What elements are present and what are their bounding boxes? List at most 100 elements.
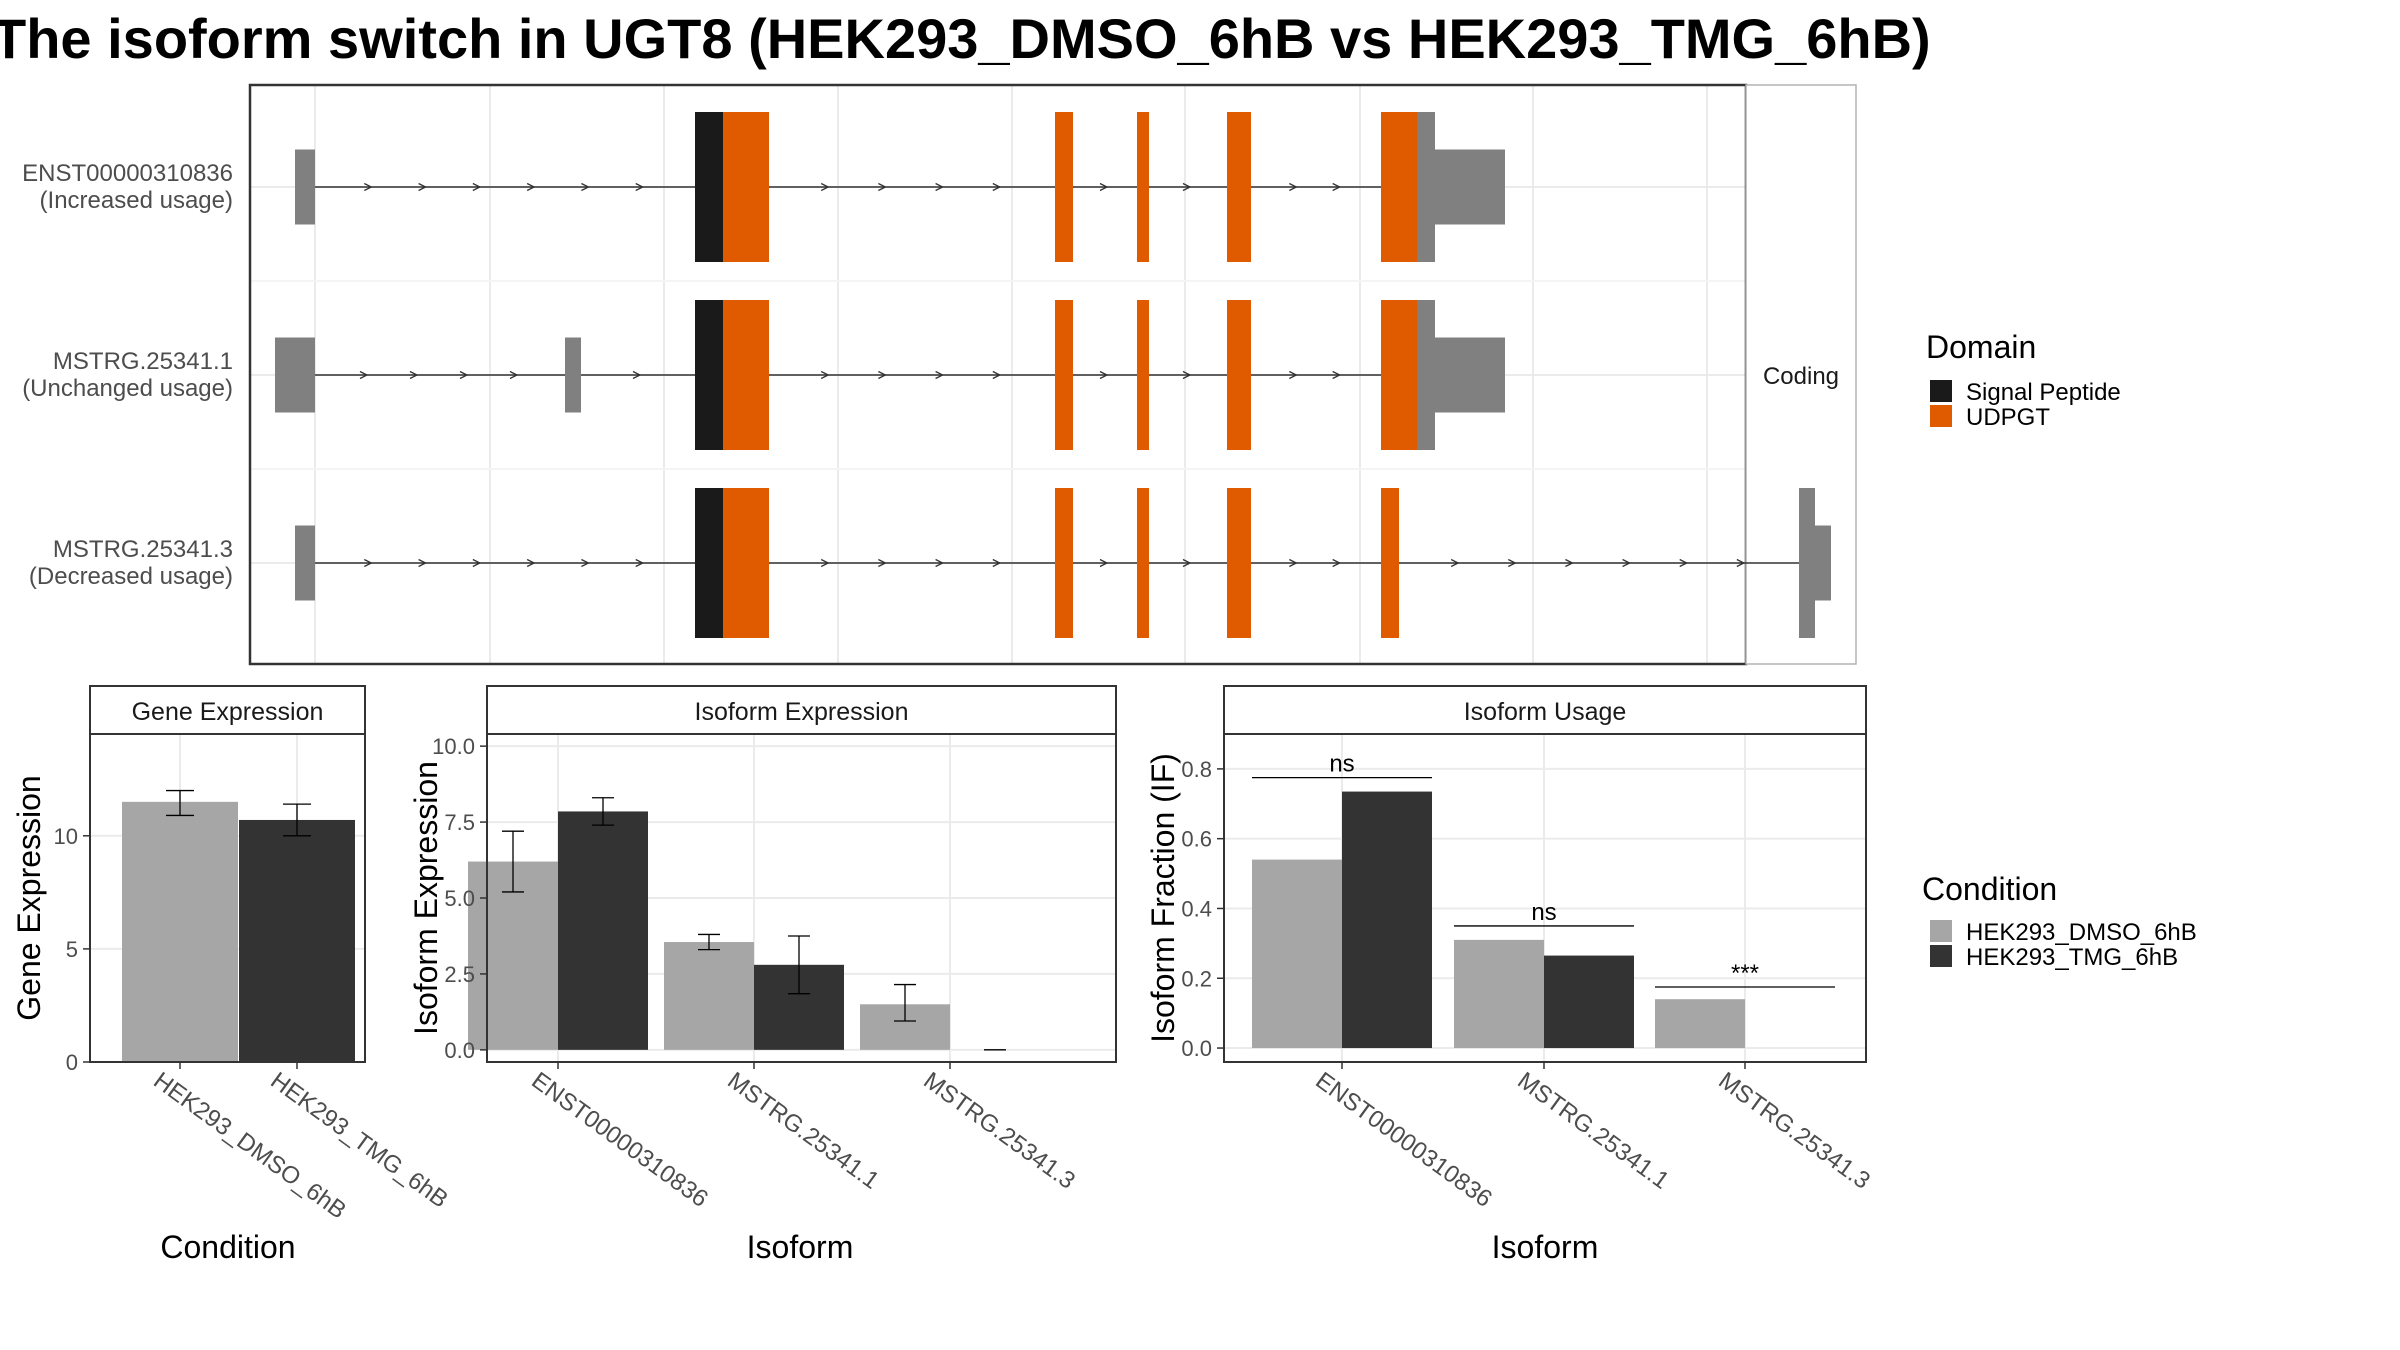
panel-border (89, 733, 366, 1063)
exon-udpgt (1227, 488, 1251, 638)
intron-direction-arrow (363, 558, 373, 568)
x-axis-title: Isoform (747, 1229, 854, 1265)
exon-utr_small (1815, 525, 1831, 601)
domain-legend-label: Signal Peptide (1966, 379, 2121, 406)
condition-legend-swatch (1930, 920, 1952, 942)
y-tick-label: 0 (66, 1050, 78, 1075)
bar-HEK293_TMG_6hB (239, 819, 355, 1062)
intron-direction-arrow (992, 182, 1002, 192)
bar-charts: Gene Expression0510HEK293_DMSO_6hBHEK293… (11, 685, 1875, 1265)
exon-signal_peptide (695, 112, 723, 262)
exon-utr (565, 337, 581, 413)
intron-direction-arrow (635, 182, 645, 192)
y-tick-label: 5.0 (444, 886, 475, 911)
x-tick-label: HEK293_DMSO_6hB (148, 1067, 351, 1225)
intron-direction-arrow (992, 370, 1002, 380)
intron-direction-arrow (526, 558, 536, 568)
y-tick-label: 10.0 (432, 734, 475, 759)
significance-label: *** (1731, 960, 1759, 987)
exon-utr_partial (1417, 300, 1435, 450)
domain-legend-label: UDPGT (1966, 404, 2050, 431)
exon-signal_peptide (695, 300, 723, 450)
intron-direction-arrow (992, 558, 1002, 568)
x-tick-label: ENST00000310836 (1310, 1067, 1496, 1213)
intron-direction-arrow (472, 558, 482, 568)
transcript-name-label: ENST00000310836 (22, 160, 233, 187)
intron-direction-arrow (1289, 182, 1298, 192)
transcript-usage-label: (Unchanged usage) (22, 375, 233, 402)
exon-utr (295, 525, 315, 601)
intron-direction-arrow (1182, 558, 1192, 568)
panel-strip (486, 685, 1117, 735)
bar-HEK293_DMSO_6hB (122, 801, 238, 1062)
transcript-name-label: MSTRG.25341.1 (53, 348, 233, 375)
intron-direction-arrow (635, 558, 645, 568)
bar-HEK293_TMG_6hB (558, 811, 648, 1050)
figure-title: The isoform switch in UGT8 (HEK293_DMSO_… (0, 7, 1931, 70)
intron-direction-arrow (820, 370, 830, 380)
x-tick-label: ENST00000310836 (526, 1067, 712, 1213)
y-tick-label: 0.8 (1181, 757, 1212, 782)
y-tick-label: 2.5 (444, 962, 475, 987)
exon-utr (295, 149, 315, 225)
intron-direction-arrow (581, 558, 590, 568)
intron-direction-arrow (581, 182, 590, 192)
transcript-usage-label: (Increased usage) (40, 187, 233, 214)
intron-direction-arrow (1332, 558, 1342, 568)
exon-utr (1435, 337, 1505, 413)
intron-direction-arrow (1736, 558, 1746, 568)
intron-direction-arrow (820, 558, 830, 568)
intron-direction-arrow (526, 182, 536, 192)
exon-udpgt (723, 112, 769, 262)
intron-direction-arrow (878, 558, 887, 568)
exon-udpgt (1137, 488, 1149, 638)
strip-label-coding: Coding (1763, 363, 1839, 390)
exon-udpgt (1227, 112, 1251, 262)
exon-udpgt (1137, 300, 1149, 450)
x-tick-label: MSTRG.25341.3 (918, 1067, 1080, 1195)
bar-HEK293_DMSO_6hB (1454, 939, 1544, 1049)
intron-direction-arrow (1622, 558, 1632, 568)
intron-direction-arrow (1507, 558, 1517, 568)
intron-direction-arrow (1099, 558, 1109, 568)
x-axis-title: Condition (160, 1229, 295, 1265)
y-tick-label: 0.0 (1181, 1036, 1212, 1061)
intron-direction-arrow (935, 370, 945, 380)
intron-direction-arrow (1099, 182, 1109, 192)
intron-direction-arrow (935, 182, 945, 192)
intron-direction-arrow (1289, 558, 1298, 568)
intron-direction-arrow (418, 182, 428, 192)
y-axis-title: Isoform Fraction (IF) (1145, 753, 1181, 1043)
transcript-structure-panel: Coding ENST00000310836(Increased usage) MS… (22, 83, 1857, 666)
significance-label: ns (1531, 899, 1556, 926)
intron-direction-arrow (509, 370, 519, 380)
intron-direction-arrow (1565, 558, 1574, 568)
intron-direction-arrow (359, 370, 369, 380)
exon-udpgt (1055, 112, 1073, 262)
condition-legend-label: HEK293_DMSO_6hB (1966, 919, 2197, 946)
exon-utr_partial (1417, 112, 1435, 262)
y-tick-label: 0.6 (1181, 827, 1212, 852)
y-axis-title: Gene Expression (11, 775, 47, 1020)
panel-strip (89, 685, 366, 735)
y-tick-label: 0.4 (1181, 896, 1212, 921)
intron-direction-arrow (1679, 558, 1689, 568)
exon-utr (1435, 149, 1505, 225)
intron-direction-arrow (820, 182, 830, 192)
condition-legend-label: HEK293_TMG_6hB (1966, 944, 2178, 971)
x-tick-label: MSTRG.25341.1 (722, 1067, 884, 1195)
intron-direction-arrow (1450, 558, 1460, 568)
intron-direction-arrow (1332, 182, 1342, 192)
transcript-name-label: MSTRG.25341.3 (53, 536, 233, 563)
bar-HEK293_DMSO_6hB (1252, 859, 1342, 1049)
intron-direction-arrow (1182, 182, 1192, 192)
x-axis-title: Isoform (1492, 1229, 1599, 1265)
bar-HEK293_TMG_6hB (1544, 955, 1634, 1049)
exon-udpgt (1227, 300, 1251, 450)
domain-legend-swatch (1930, 405, 1952, 427)
y-tick-label: 7.5 (444, 810, 475, 835)
intron-direction-arrow (878, 182, 887, 192)
intron-direction-arrow (1099, 370, 1109, 380)
exon-utr (1799, 488, 1815, 638)
